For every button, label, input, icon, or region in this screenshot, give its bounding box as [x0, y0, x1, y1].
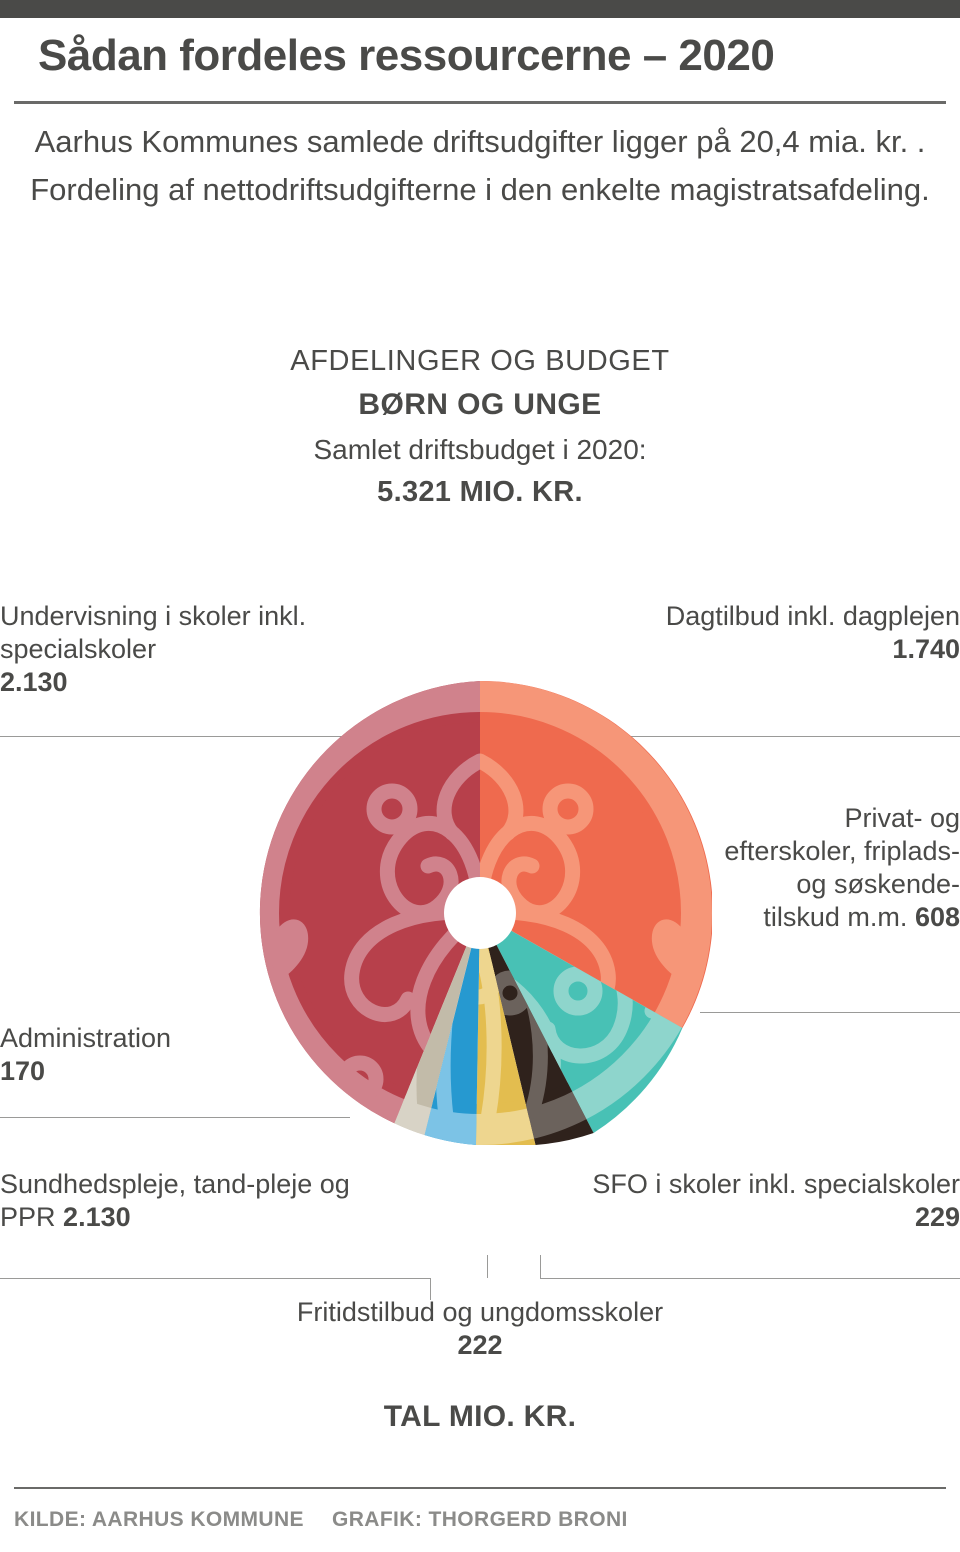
callout-fritidstilbud: Fritidstilbud og ungdomsskoler 222 — [180, 1296, 780, 1362]
callout-sundhedspleje-text: Sundhedspleje, tand-pleje og PPR — [0, 1169, 350, 1232]
callout-dagtilbud-value: 1.740 — [892, 634, 960, 664]
divider-mid-left — [0, 1117, 350, 1118]
footer-divider — [14, 1487, 946, 1489]
department-budget-label: Samlet driftsbudget i 2020: — [313, 434, 647, 465]
divider-upper-right — [610, 736, 960, 737]
callout-administration-text: Administration — [0, 1023, 172, 1053]
credit-graphic: GRAFIK: THORGERD BRONI — [331, 1508, 628, 1531]
callout-sfo: SFO i skoler inkl. specialskoler 229 — [580, 1168, 960, 1234]
callout-fritid-value: 222 — [457, 1330, 503, 1360]
department-kicker: AFDELINGER OG BUDGET — [290, 345, 670, 377]
callout-undervisning: Undervisning i skoler inkl. specialskole… — [0, 600, 360, 699]
divider-mid-right — [700, 1012, 960, 1013]
department-block: AFDELINGER OG BUDGET BØRN OG UNGE Samlet… — [20, 340, 940, 512]
callout-undervisning-value: 2.130 — [0, 667, 68, 697]
divider-lower-right — [540, 1278, 960, 1279]
callout-privat-text: Privat- og efterskoler, friplads- og søs… — [724, 803, 960, 932]
budget-donut-chart — [248, 681, 712, 1145]
callout-dagtilbud-text: Dagtilbud inkl. dagplejen — [665, 601, 960, 631]
callout-dagtilbud: Dagtilbud inkl. dagplejen 1.740 — [600, 600, 960, 666]
department-name: BØRN OG UNGE — [358, 388, 602, 421]
callout-sfo-text: SFO i skoler inkl. specialskoler — [592, 1169, 960, 1199]
page-title: Sådan fordeles ressourcerne – 2020 — [38, 31, 775, 80]
page-subtitle: Aarhus Kommunes samlede driftsudgifter l… — [30, 124, 930, 207]
leader-line-fritid — [430, 1278, 431, 1300]
divider-upper-left — [0, 736, 350, 737]
callout-sundhedspleje-value: 2.130 — [63, 1202, 131, 1232]
callout-administration-value: 170 — [0, 1056, 46, 1086]
unit-note: TAL MIO. KR. — [383, 1400, 577, 1433]
callout-privat-value: 608 — [914, 902, 960, 932]
callout-sfo-value: 229 — [914, 1202, 960, 1232]
leader-line-sund — [540, 1255, 541, 1278]
top-bar — [0, 0, 960, 18]
credit-source: KILDE: AARHUS KOMMUNE — [14, 1508, 304, 1531]
callout-fritid-text: Fritidstilbud og ungdomsskoler — [296, 1297, 664, 1327]
department-budget-value: 5.321 MIO. KR. — [377, 476, 583, 508]
callout-sundhedspleje: Sundhedspleje, tand-pleje og PPR 2.130 — [0, 1168, 380, 1234]
title-divider — [14, 101, 946, 104]
donut-hole — [444, 877, 516, 949]
callout-undervisning-text: Undervisning i skoler inkl. specialskole… — [0, 601, 307, 664]
callout-administration: Administration 170 — [0, 1022, 300, 1088]
callout-privat-efterskoler: Privat- og efterskoler, friplads- og søs… — [720, 802, 960, 934]
decorative-outer-rings — [259, 681, 712, 1145]
divider-lower-left — [0, 1278, 430, 1279]
credits: KILDE: AARHUS KOMMUNE GRAFIK: THORGERD B… — [14, 1500, 946, 1540]
leader-line-sfo — [487, 1255, 488, 1278]
